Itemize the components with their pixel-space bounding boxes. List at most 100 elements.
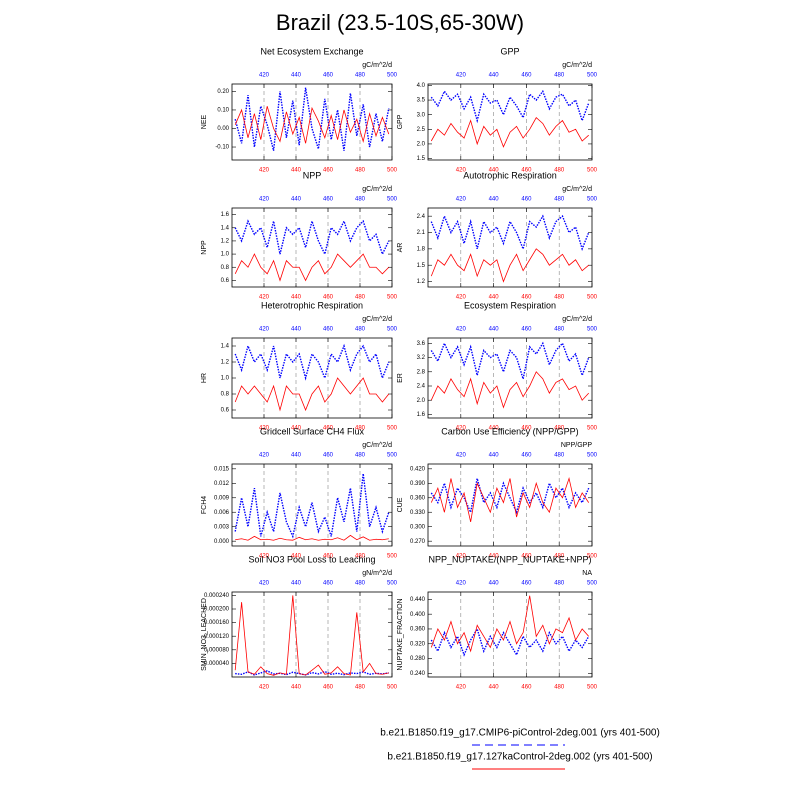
x2-tick-label: 460 — [521, 197, 532, 203]
x-tick-label: 440 — [489, 554, 500, 560]
x2-tick-label: 440 — [489, 197, 500, 203]
x2-tick-label: 460 — [323, 581, 334, 587]
series-line — [234, 595, 389, 676]
x2-tick-label: 480 — [355, 327, 366, 333]
x-tick-label: 500 — [587, 685, 598, 691]
y-axis-label: AR — [397, 243, 404, 253]
units: NA — [582, 570, 592, 577]
series-line — [430, 248, 589, 283]
series-line — [234, 473, 390, 539]
y-tick-label: 1.0 — [221, 376, 230, 382]
y-tick-label: 0.000200 — [204, 607, 230, 613]
units: gC/m^2/d — [362, 62, 392, 69]
x-tick-label: 440 — [291, 685, 302, 691]
panel-title: Heterotrophic Respiration — [261, 300, 363, 310]
y-tick-label: 0.6 — [221, 408, 230, 414]
x-tick-label: 480 — [355, 554, 366, 560]
y-tick-label: 0.000120 — [204, 634, 230, 640]
units: gN/m^2/d — [362, 570, 392, 577]
y-tick-label: 0.360 — [410, 627, 426, 633]
panel-title: GPP — [500, 46, 519, 56]
x-tick-label: 480 — [355, 685, 366, 691]
plot-frame — [427, 463, 593, 547]
y-tick-label: 0.360 — [410, 495, 426, 501]
x2-tick-label: 420 — [456, 197, 467, 203]
x2-tick-label: 440 — [291, 453, 302, 459]
x-tick-label: 480 — [554, 426, 565, 432]
y-tick-label: 0.000240 — [204, 593, 230, 599]
panel-title: Carbon Use Efficiency (NPP/GPP) — [441, 426, 578, 436]
y-tick-label: 0.003 — [214, 524, 230, 530]
series-line — [235, 670, 389, 676]
y-tick-label: 4.0 — [417, 83, 426, 89]
y-tick-label: 2.5 — [417, 127, 426, 133]
x2-tick-label: 480 — [554, 197, 565, 203]
plot-frame — [427, 207, 593, 288]
x-tick-label: 420 — [456, 426, 467, 432]
y-axis-label: GPP — [397, 114, 404, 129]
figure-title: Brazil (23.5-10S,65-30W) — [276, 10, 524, 35]
x-tick-label: 420 — [456, 168, 467, 174]
series-line — [430, 116, 589, 148]
units: gC/m^2/d — [562, 316, 592, 323]
x2-tick-label: 480 — [554, 73, 565, 79]
y-axis-label: NEE — [201, 114, 208, 129]
y-tick-label: 0.012 — [214, 481, 230, 487]
x2-tick-label: 500 — [587, 197, 598, 203]
y-tick-label: 0.8 — [221, 392, 230, 398]
y-tick-label: 0.330 — [410, 510, 426, 516]
x2-tick-label: 480 — [554, 327, 565, 333]
x-tick-label: 440 — [489, 426, 500, 432]
x2-tick-label: 500 — [387, 453, 398, 459]
x2-tick-label: 460 — [521, 73, 532, 79]
x-tick-label: 500 — [387, 685, 398, 691]
x-tick-label: 460 — [323, 426, 334, 432]
units: NPP/GPP — [561, 442, 592, 449]
x-tick-label: 460 — [323, 685, 334, 691]
y-axis-label: NPP — [201, 240, 208, 255]
y-tick-label: 0.390 — [410, 481, 426, 487]
y-axis-label: NUPTAKE_FRACTION — [397, 598, 404, 670]
y-axis-label: HR — [201, 373, 208, 383]
series-line — [235, 534, 389, 541]
y-axis-label: CUE — [397, 497, 404, 512]
y-tick-label: 0.280 — [410, 656, 426, 662]
panel-title: Gridcell Surface CH4 Flux — [260, 426, 365, 436]
y-tick-label: 0.270 — [410, 539, 426, 545]
series-line — [430, 341, 590, 380]
series-line — [234, 343, 390, 381]
x2-tick-label: 420 — [456, 327, 467, 333]
x2-tick-label: 460 — [323, 327, 334, 333]
y-tick-label: 0.000040 — [204, 661, 230, 667]
y-tick-label: 1.2 — [221, 360, 230, 366]
x2-tick-label: 420 — [456, 453, 467, 459]
x-tick-label: 420 — [456, 295, 467, 301]
x2-tick-label: 420 — [259, 197, 270, 203]
plot-frame — [427, 83, 593, 161]
y-tick-label: 0.300 — [410, 524, 426, 530]
x2-tick-label: 500 — [587, 453, 598, 459]
x-tick-label: 420 — [259, 168, 270, 174]
x-tick-label: 460 — [323, 295, 334, 301]
x2-tick-label: 440 — [489, 581, 500, 587]
x2-tick-label: 460 — [323, 453, 334, 459]
y-tick-label: 0.6 — [221, 278, 230, 284]
legend-label: b.e21.B1850.f19_g17.127kaControl-2deg.00… — [387, 752, 652, 763]
x-tick-label: 480 — [355, 295, 366, 301]
x2-tick-label: 500 — [587, 73, 598, 79]
x2-tick-label: 420 — [259, 453, 270, 459]
x2-tick-label: 420 — [259, 73, 270, 79]
x-tick-label: 460 — [521, 168, 532, 174]
x-tick-label: 500 — [587, 295, 598, 301]
x-tick-label: 420 — [259, 426, 270, 432]
x2-tick-label: 460 — [323, 73, 334, 79]
x2-tick-label: 500 — [587, 581, 598, 587]
plot-frame — [231, 337, 393, 419]
y-axis-label: FCH4 — [201, 496, 208, 514]
x2-tick-label: 500 — [387, 73, 398, 79]
y-tick-label: 0.400 — [410, 612, 426, 618]
x-tick-label: 440 — [489, 685, 500, 691]
x2-tick-label: 440 — [291, 73, 302, 79]
x2-tick-label: 460 — [323, 197, 334, 203]
y-axis-label: ER — [397, 373, 404, 383]
